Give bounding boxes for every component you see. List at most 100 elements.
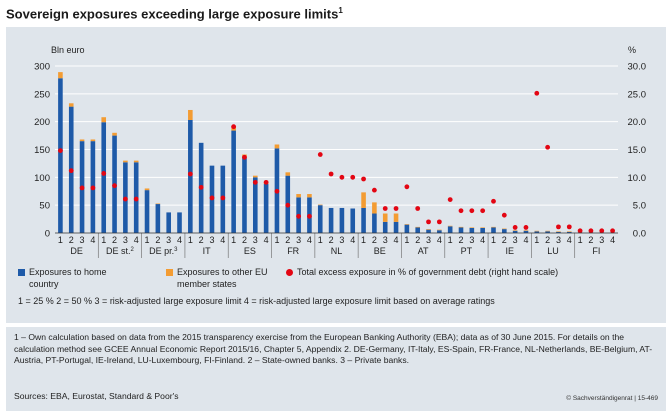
bar-home [534,231,540,233]
bar-home [101,122,107,233]
dot-excess [187,171,193,177]
x-tick-label: 1 [318,235,323,245]
bar-home [328,207,334,233]
dot-excess [458,208,464,214]
group-label: NL [331,246,343,256]
bar-home [447,226,453,233]
dot-excess [101,171,107,176]
bar-other [252,175,258,178]
bar-other [556,231,561,232]
bar-other [285,172,291,176]
bar-home [350,208,356,233]
dot-excess [296,213,302,219]
x-tick-label: 4 [567,235,572,245]
legend-dot-label: Total excess exposure in % of government… [297,267,559,277]
bar-home [491,227,496,233]
dot-excess [274,188,280,194]
x-tick-label: 3 [209,235,214,245]
dot-excess [577,228,583,234]
legend-home-swatch [18,269,25,276]
x-tick-label: 2 [155,235,160,245]
bar-other [566,231,572,232]
bar-home [242,157,247,233]
x-tick-label: 1 [404,235,409,245]
bar-other [534,230,540,232]
left-tick-label: 150 [34,145,50,156]
bar-other [188,109,193,120]
bar-other [79,139,85,142]
bar-other [447,225,453,227]
bar-home [415,227,421,233]
x-tick-label: 3 [599,235,604,245]
x-tick-label: 3 [469,235,474,245]
dot-excess [610,228,615,234]
left-tick-label: 50 [39,201,50,212]
dot-excess [393,206,399,211]
x-tick-label: 2 [502,235,507,245]
copyright: © Sachverständigenrat | 15-469 [566,395,658,402]
bar-other [361,192,366,208]
x-tick-label: 2 [588,235,593,245]
dot-excess [501,212,507,218]
bar-other [58,72,63,79]
x-tick-label: 2 [285,235,290,245]
bar-home [545,231,550,233]
x-tick-label: 1 [101,235,106,245]
dot-excess [339,174,345,180]
bar-other [123,160,128,163]
dot-excess [545,144,551,150]
x-tick-label: 4 [307,235,312,245]
bar-other [155,203,161,205]
chart-title: Sovereign exposures exceeding large expo… [6,6,343,22]
bar-other [112,132,117,136]
bar-other [512,230,518,231]
bar-home [144,190,150,233]
bar-home [502,229,507,233]
x-tick-label: 2 [372,235,377,245]
bar-home [166,212,171,233]
dot-excess [556,224,561,230]
dot-excess [566,224,572,230]
x-tick-label: 2 [199,235,204,245]
bar-home [58,78,63,233]
bar-home [556,231,561,233]
dot-excess [220,195,226,201]
right-tick-label: 0.0 [633,229,646,240]
group-label: DE [70,246,83,256]
bar-home [372,213,377,233]
bar-other [101,117,107,123]
x-tick-label: 1 [578,235,583,245]
x-tick-label: 3 [339,235,344,245]
dot-excess [371,187,377,193]
dot-excess [198,184,204,190]
right-axis-label: % [628,45,636,55]
x-tick-label: 3 [123,235,128,245]
dot-excess [307,213,312,219]
x-tick-label: 4 [480,235,485,245]
dot-excess [133,196,139,202]
bar-home [231,130,236,233]
x-tick-label: 1 [361,235,366,245]
group-label: LU [547,246,559,256]
bar-other [404,224,410,225]
bar-home [188,119,193,233]
bar-other [523,230,529,231]
group-label: ES [244,246,256,256]
x-tick-label: 2 [459,235,464,245]
chart-panel: 0 50 100 150 200 250 300 0.0 5.0 10.0 15.0 20.0 25.0… [6,27,666,323]
dot-excess [79,185,85,191]
bar-home [512,230,518,233]
x-tick-label: 4 [134,235,139,245]
group-label: AT [418,246,429,256]
left-tick-label: 0 [45,229,50,240]
x-tick-label: 2 [329,235,334,245]
bar-other [382,213,388,222]
dot-excess [231,124,237,130]
left-tick-label: 100 [34,173,50,184]
bar-other [480,227,485,228]
x-tick-label: 4 [350,235,355,245]
bar-other [545,230,550,232]
group-label-sup: 3 [174,247,178,253]
dot-excess [469,208,475,214]
dot-excess [90,185,96,191]
